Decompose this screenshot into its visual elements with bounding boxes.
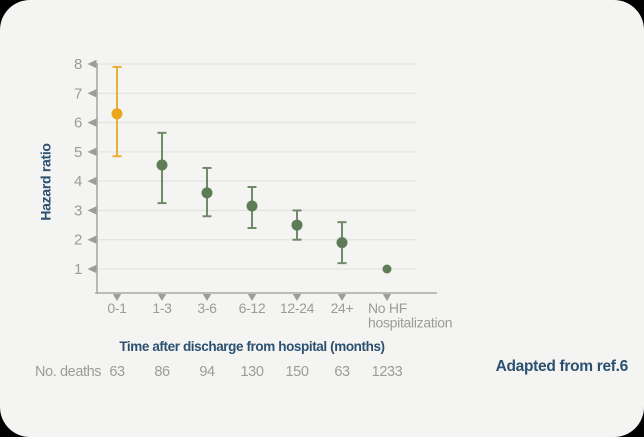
x-tick-label: 6-12 xyxy=(239,300,266,316)
y-tick-arrow-icon xyxy=(87,235,97,244)
data-point xyxy=(291,219,303,231)
y-tick-label: 6 xyxy=(74,115,82,132)
source-credit: Adapted from ref.6 xyxy=(495,358,629,375)
y-tick-label: 7 xyxy=(74,85,82,102)
x-tick-label: 24+ xyxy=(331,300,354,316)
x-tick-arrow-icon xyxy=(112,294,122,301)
y-axis-title: Hazard ratio xyxy=(38,143,54,221)
x-tick-label: 3-6 xyxy=(197,300,217,316)
x-tick-arrow-icon xyxy=(292,294,302,301)
death-count: 1233 xyxy=(371,364,403,380)
y-tick-label: 2 xyxy=(74,232,82,249)
data-point xyxy=(201,187,213,199)
x-tick-label: 12-24 xyxy=(280,300,315,316)
y-tick-arrow-icon xyxy=(87,176,97,186)
x-tick-arrow-icon xyxy=(382,294,392,301)
y-tick-arrow-icon xyxy=(87,147,97,157)
y-tick-label: 5 xyxy=(74,144,82,161)
y-tick-label: 1 xyxy=(74,261,82,278)
data-point xyxy=(246,200,258,212)
data-point xyxy=(336,237,348,249)
y-tick-arrow-icon xyxy=(87,264,97,274)
data-point xyxy=(382,264,392,274)
death-count: 130 xyxy=(240,364,264,380)
x-axis-title: Time after discharge from hospital (mont… xyxy=(119,339,385,354)
x-tick-label: No HF xyxy=(368,300,407,316)
death-count: 63 xyxy=(334,364,350,380)
x-tick-label: 0-1 xyxy=(107,300,127,316)
x-tick-label: hospitalization xyxy=(368,315,452,331)
deaths-row-label: No. deaths xyxy=(35,364,102,380)
data-point xyxy=(111,108,123,120)
y-tick-label: 3 xyxy=(74,202,82,219)
death-count: 63 xyxy=(109,364,125,380)
y-tick-arrow-icon xyxy=(87,118,97,127)
x-tick-label: 1-3 xyxy=(152,300,172,316)
y-tick-arrow-icon xyxy=(87,59,97,69)
x-tick-arrow-icon xyxy=(202,294,212,301)
x-tick-arrow-icon xyxy=(337,294,347,301)
y-tick-label: 8 xyxy=(74,56,82,73)
y-tick-arrow-icon xyxy=(87,89,97,98)
death-count: 150 xyxy=(285,364,309,380)
x-tick-arrow-icon xyxy=(247,294,257,301)
y-tick-label: 4 xyxy=(74,173,82,190)
deaths-row: No. deaths 63 86 94 130 150 63 1233 xyxy=(0,364,644,382)
x-tick-arrow-icon xyxy=(157,294,167,301)
death-count: 86 xyxy=(154,364,170,380)
data-point xyxy=(156,159,168,171)
y-tick-arrow-icon xyxy=(87,206,97,215)
death-count: 94 xyxy=(199,364,215,380)
